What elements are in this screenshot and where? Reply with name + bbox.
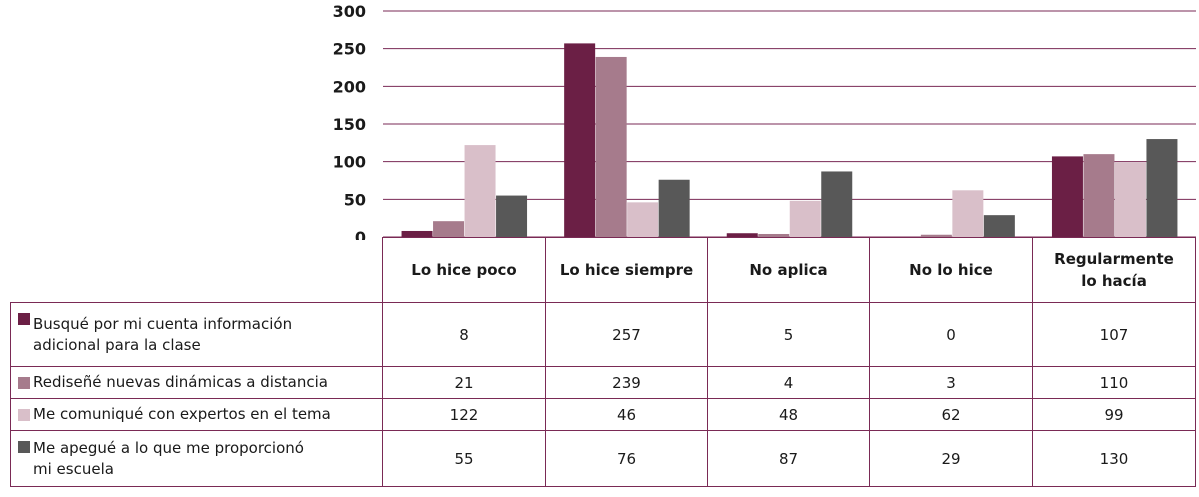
table-row: Me apegué a lo que me proporcionó mi escu… [10,430,1196,487]
table-cell-value: 122 [382,398,546,431]
bar [758,233,790,237]
y-tick-label: 0 [355,228,366,240]
bar [952,190,984,237]
bars [401,43,1178,237]
category-label: Lo hice poco [411,261,517,279]
category-header: No aplica [707,237,870,303]
y-tick-label: 150 [333,115,366,134]
series-legend-cell: Rediseñé nuevas dinámicas a distancia [10,366,383,399]
table-row: Me comuniqué con expertos en el tema 122 4… [10,398,1196,431]
bar [496,195,528,237]
table-cell-value: 8 [382,302,546,367]
series-name: Rediseñé nuevas dinámicas a distancia [33,373,328,391]
table-row: Rediseñé nuevas dinámicas a distancia 21 2… [10,366,1196,399]
table-cell-value: 3 [869,366,1033,399]
table-cell-value: 130 [1032,430,1196,487]
table-cell-value: 21 [382,366,546,399]
table-cell-value: 87 [707,430,870,487]
table-cell-value: 76 [545,430,708,487]
table-cell-value: 110 [1032,366,1196,399]
table-body: Busqué por mi cuenta información adiciona… [10,302,1196,487]
table-cell-value: 48 [707,398,870,431]
bar [920,234,952,237]
series-legend-cell: Busqué por mi cuenta información adiciona… [10,302,383,367]
bar [821,171,853,237]
y-axis-ticks: 0 50 100 150 200 250 300 [333,2,366,240]
table-cell-value: 62 [869,398,1033,431]
bar [1051,156,1083,237]
bar [1083,154,1115,237]
bar [433,221,465,237]
table-corner [11,238,383,303]
y-tick-label: 200 [333,77,366,96]
series-name: mi escuela [33,459,114,478]
table-cell-value: 0 [869,302,1033,367]
legend-swatch [18,441,30,453]
table-cell-value: 55 [382,430,546,487]
bar [464,145,496,237]
bar [1146,139,1178,237]
y-tick-label: 100 [333,153,366,172]
series-legend-cell: Me comuniqué con expertos en el tema [10,398,383,431]
y-tick-label: 50 [344,190,366,209]
table-cell-value: 99 [1032,398,1196,431]
series-name: Me apegué a lo que me proporcionó [33,438,304,457]
category-header: No lo hice [869,237,1033,303]
bar-chart: 0 50 100 150 200 250 300 [333,2,1196,240]
table-cell-value: 46 [545,398,708,431]
category-header: Regularmente lo hacía [1032,237,1196,303]
table-cell-value: 5 [707,302,870,367]
category-header: Lo hice siempre [545,237,708,303]
table-cell-value: 239 [545,366,708,399]
category-label: Lo hice siempre [559,261,694,279]
bar [627,202,659,237]
series-name: Busqué por mi cuenta información [33,314,293,333]
bar [983,215,1015,237]
series-name: adicional para la clase [33,335,201,354]
y-tick-label: 300 [333,2,366,21]
legend-swatch [18,409,30,421]
data-table: Lo hice poco Lo hice siempre No aplica No l… [10,237,1196,487]
bar [726,233,758,237]
category-header: Lo hice poco [382,237,546,303]
category-label: No aplica [749,261,828,279]
bar [658,179,690,237]
table-cell-value: 4 [707,366,870,399]
bar [401,230,433,237]
bar [1114,162,1146,237]
legend-swatch [18,313,30,325]
table-header-row: Lo hice poco Lo hice siempre No aplica No l… [11,237,1196,303]
legend-swatch [18,377,30,389]
series-name: Me comuniqué con expertos en el tema [33,405,331,423]
bar [564,43,596,237]
bar [595,56,627,237]
y-tick-label: 250 [333,40,366,59]
table-cell-value: 29 [869,430,1033,487]
category-label: Regularmente [1054,250,1174,268]
table-row: Busqué por mi cuenta información adiciona… [10,302,1196,367]
category-label: lo hacía [1081,272,1147,290]
table-cell-value: 107 [1032,302,1196,367]
bar [789,200,821,237]
series-legend-cell: Me apegué a lo que me proporcionó mi escu… [10,430,383,487]
table-cell-value: 257 [545,302,708,367]
category-label: No lo hice [909,261,993,279]
